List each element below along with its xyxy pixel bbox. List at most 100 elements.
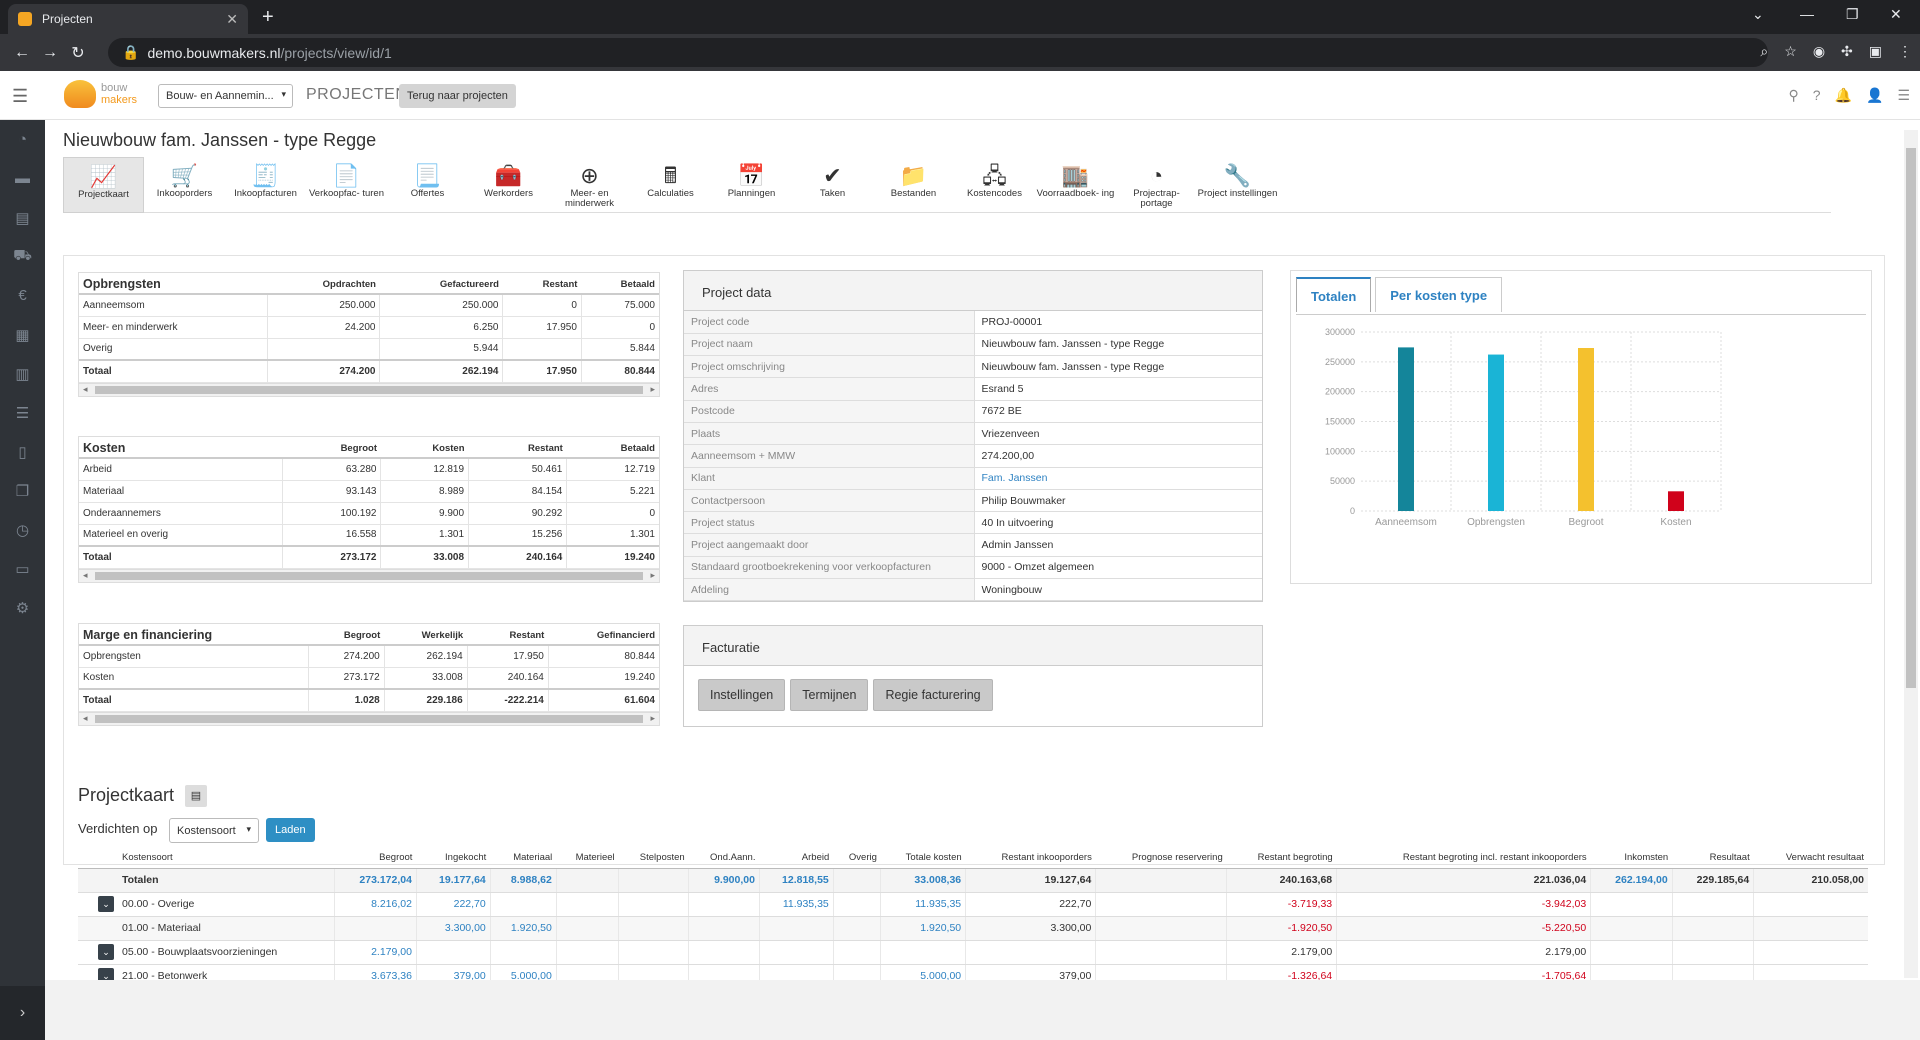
toolbar-cart-button[interactable]: 🛒 Inkooporders: [144, 157, 225, 213]
toolbar-pie-chart-button[interactable]: ◔ Projectrap- portage: [1116, 157, 1197, 213]
table-cell: -1.326,64: [1226, 964, 1337, 980]
help-icon[interactable]: ?: [1812, 87, 1821, 103]
column-header: Verwacht resultaat: [1753, 848, 1868, 869]
settings-icon[interactable]: ⚙: [15, 599, 30, 617]
tab-totalen[interactable]: Totalen: [1296, 277, 1372, 312]
user-icon[interactable]: 👤: [1866, 87, 1884, 103]
bar-opbrengsten[interactable]: [1488, 354, 1504, 511]
field-label: Standaard grootboekrekening voor verkoop…: [684, 556, 975, 580]
toolbar-wrench-button[interactable]: 🔧 Project instellingen: [1197, 157, 1278, 213]
page-scrollbar[interactable]: [1904, 130, 1918, 978]
toolbar-warehouse-button[interactable]: 🏬 Voorraadboek- ing: [1035, 157, 1116, 213]
apps-menu-icon[interactable]: ☰: [1897, 87, 1910, 103]
x-tick-label: Begroot: [1568, 517, 1603, 528]
bell-icon[interactable]: 🔔: [1834, 87, 1852, 103]
tab-search-icon[interactable]: ⌄: [1752, 6, 1764, 22]
toolbar-file-button[interactable]: 📁 Bestanden: [873, 157, 954, 213]
column-header: Materieel: [556, 848, 619, 869]
x-tick-label: Aanneemsom: [1375, 517, 1437, 528]
toolbar-label: Kostencodes: [967, 188, 1022, 199]
clock-icon[interactable]: ◷: [15, 521, 30, 539]
table-cell: 11.935,35: [758, 892, 834, 917]
bar-aanneemsom[interactable]: [1398, 347, 1414, 511]
table-cell: 19.127,64: [965, 868, 1096, 893]
bookmark-star-icon[interactable]: ☆: [1784, 43, 1797, 59]
table-cell: [555, 940, 619, 965]
menu-icon[interactable]: ☰: [12, 86, 29, 106]
toolbar-calendar-button[interactable]: 📅 Planningen: [711, 157, 792, 213]
verdichten-select[interactable]: Kostensoort: [169, 818, 259, 843]
profile-icon[interactable]: ▣: [1868, 43, 1882, 59]
euro-icon[interactable]: €: [18, 287, 27, 304]
bar-begroot[interactable]: [1578, 348, 1594, 511]
toolbar-sitemap-button[interactable]: 🖧 Kostencodes: [954, 157, 1035, 213]
horizontal-scrollbar[interactable]: [79, 711, 659, 725]
table-cell: [502, 338, 582, 361]
reload-icon[interactable]: ↻: [71, 44, 85, 62]
toolbar-check-button[interactable]: ✔ Taken: [792, 157, 873, 213]
table-cell: 90.292: [468, 502, 567, 525]
zoom-icon[interactable]: ⌕: [1760, 43, 1769, 59]
forward-icon[interactable]: →: [42, 43, 58, 61]
back-icon[interactable]: ←: [14, 43, 30, 61]
tab-per-kosten-type[interactable]: Per kosten type: [1375, 277, 1503, 312]
table-cell: [489, 892, 557, 917]
back-to-projects-button[interactable]: Terug naar projecten: [399, 84, 516, 108]
table-cell: 5.221: [566, 480, 659, 503]
toolbar-calculator-button[interactable]: 🖩 Calculaties: [630, 157, 711, 213]
close-window-icon[interactable]: ✕: [1890, 6, 1902, 22]
folder-icon[interactable]: ▬: [15, 170, 30, 187]
toolbar-invoice-button[interactable]: 🧾 Inkoopfacturen: [225, 157, 306, 213]
extension-icon[interactable]: ◉: [1812, 43, 1826, 59]
truck-icon[interactable]: ⛟: [13, 247, 32, 264]
chevron-down-icon[interactable]: ⌄: [98, 968, 114, 980]
termijnen-button[interactable]: Termijnen: [790, 679, 869, 711]
list-icon[interactable]: ☰: [15, 404, 30, 422]
field-value[interactable]: Fam. Janssen: [974, 467, 1262, 490]
toolbar-label: Inkoopfacturen: [234, 188, 297, 199]
toolbar-invoice-out-button[interactable]: 📄 Verkoopfac- turen: [306, 157, 387, 213]
table-cell: [965, 940, 1096, 965]
instellingen-button[interactable]: Instellingen: [698, 679, 786, 711]
calendar-icon[interactable]: ▥: [15, 365, 30, 383]
toolbar-offer-button[interactable]: 📃 Offertes: [387, 157, 468, 213]
bar-kosten[interactable]: [1668, 491, 1684, 511]
table-cell: 221.036,04: [1336, 868, 1591, 893]
bouwmakers-logo[interactable]: [64, 80, 96, 108]
column-header: Materiaal: [490, 848, 557, 869]
document-icon[interactable]: ▯: [18, 443, 27, 461]
table-cell: [688, 964, 760, 980]
toolbar-plus-circle-button[interactable]: ⊕ Meer- en minderwerk: [549, 157, 630, 213]
regie-facturering-button[interactable]: Regie facturering: [873, 679, 993, 711]
dashboard-icon[interactable]: ◔: [17, 131, 28, 148]
horizontal-scrollbar[interactable]: [79, 568, 659, 582]
chevron-down-icon[interactable]: ⌄: [98, 944, 114, 960]
horizontal-scrollbar[interactable]: [79, 382, 659, 396]
opbrengsten-header: Restant: [502, 273, 582, 295]
table-cell: 5.844: [580, 338, 659, 361]
puzzle-icon[interactable]: ✣: [1841, 43, 1853, 59]
toolbar-toolbox-button[interactable]: 🧰 Werkorders: [468, 157, 549, 213]
company-select[interactable]: Bouw- en Aannemin...: [158, 84, 293, 108]
browser-tab[interactable]: Projecten ✕: [8, 4, 248, 34]
new-tab-icon[interactable]: +: [262, 6, 274, 28]
minimize-icon[interactable]: —: [1800, 6, 1814, 22]
url-field[interactable]: 🔒 demo.bouwmakers.nl/projects/view/id/1: [108, 38, 1768, 67]
book-icon[interactable]: ▭: [15, 560, 30, 578]
calculator-icon[interactable]: ▦: [15, 326, 30, 344]
table-cell: 11.935,35: [880, 892, 966, 917]
search-icon[interactable]: ⚲: [1788, 87, 1799, 103]
chevron-down-icon[interactable]: ⌄: [98, 896, 114, 912]
expand-sidebar-icon[interactable]: ›: [0, 986, 45, 1040]
browser-menu-icon[interactable]: ⋮: [1898, 43, 1912, 59]
main-content: Nieuwbouw fam. Janssen - type Regge 📈 Pro…: [45, 120, 1900, 980]
maximize-icon[interactable]: ❐: [1846, 6, 1859, 22]
calendar-icon: 📅: [737, 163, 766, 188]
contacts-icon[interactable]: ▤: [15, 209, 30, 227]
laden-button[interactable]: Laden: [266, 818, 315, 842]
y-tick-label: 0: [1350, 506, 1355, 516]
toolbar-chart-button[interactable]: 📈 Projectkaart: [63, 157, 144, 213]
close-tab-icon[interactable]: ✕: [226, 10, 238, 27]
copy-icon[interactable]: ❐: [15, 482, 30, 500]
export-icon[interactable]: ▤: [185, 785, 207, 807]
